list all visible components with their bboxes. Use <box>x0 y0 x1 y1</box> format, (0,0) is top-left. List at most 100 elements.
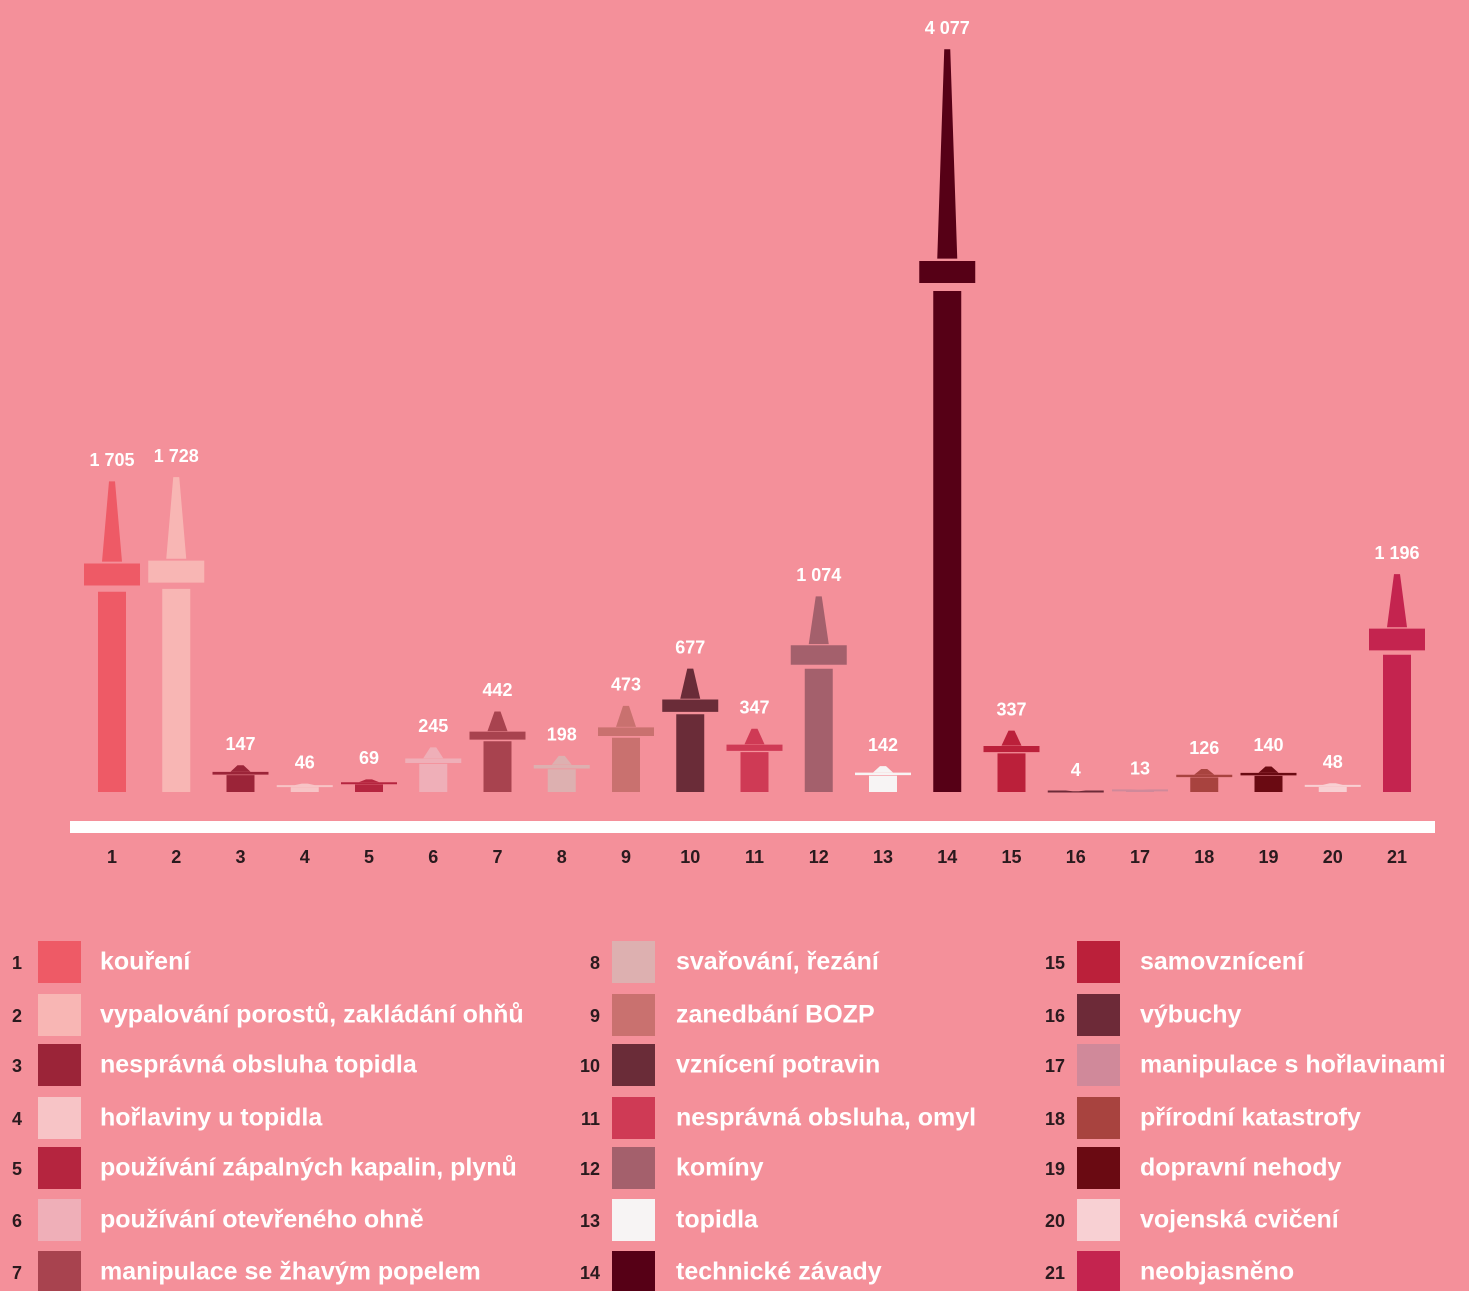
x-tick-label: 20 <box>1323 847 1343 867</box>
legend-label: zanedbání BOZP <box>676 1001 875 1029</box>
legend-number: 20 <box>1045 1211 1065 1231</box>
value-label: 1 196 <box>1374 543 1419 563</box>
legend-label: komíny <box>676 1154 764 1182</box>
legend-label: nesprávná obsluha topidla <box>100 1051 418 1079</box>
legend-number: 10 <box>580 1056 600 1076</box>
legend-label: výbuchy <box>1140 1001 1242 1029</box>
bar <box>919 49 975 792</box>
legend-label: kouření <box>100 948 191 976</box>
legend-swatch <box>38 1097 81 1139</box>
bar <box>791 596 847 792</box>
legend-number: 1 <box>12 953 22 973</box>
x-tick-label: 19 <box>1258 847 1278 867</box>
legend-number: 17 <box>1045 1056 1065 1076</box>
legend-label: vznícení potravin <box>676 1051 880 1079</box>
legend-number: 6 <box>12 1211 22 1231</box>
x-tick-label: 15 <box>1001 847 1021 867</box>
bar <box>1112 789 1168 792</box>
legend-swatch <box>38 1044 81 1086</box>
bar <box>1305 783 1361 792</box>
value-label: 69 <box>359 748 379 768</box>
legend-swatch <box>612 1044 655 1086</box>
bar <box>1176 769 1232 792</box>
value-label: 1 705 <box>89 450 134 470</box>
value-label: 46 <box>295 752 315 772</box>
bar <box>727 729 783 792</box>
legend-swatch <box>1077 1147 1120 1189</box>
value-label: 245 <box>418 716 448 736</box>
legend-number: 5 <box>12 1159 22 1179</box>
legend-label: technické závady <box>676 1258 882 1286</box>
value-label: 1 074 <box>796 565 841 585</box>
legend-swatch <box>38 1251 81 1291</box>
legend-swatch <box>612 994 655 1036</box>
value-label: 473 <box>611 675 641 695</box>
legend-number: 8 <box>590 953 600 973</box>
legend-swatch <box>612 1097 655 1139</box>
legend-label: přírodní katastrofy <box>1140 1104 1361 1132</box>
baseline-bar <box>70 821 1435 833</box>
legend-number: 11 <box>581 1109 600 1129</box>
bar <box>277 784 333 792</box>
legend-label: hořlaviny u topidla <box>100 1104 323 1132</box>
bar <box>984 731 1040 792</box>
value-label: 337 <box>996 699 1026 719</box>
bar <box>855 766 911 792</box>
x-tick-label: 8 <box>557 847 567 867</box>
legend-number: 13 <box>580 1211 600 1231</box>
bar <box>341 779 397 792</box>
legend-number: 2 <box>12 1006 22 1026</box>
x-tick-label: 2 <box>171 847 181 867</box>
value-label: 126 <box>1189 738 1219 758</box>
legend-swatch <box>1077 1199 1120 1241</box>
legend-swatch <box>1077 1044 1120 1086</box>
legend-swatch <box>612 1147 655 1189</box>
legend-swatch <box>38 1199 81 1241</box>
legend-label: vojenská cvičení <box>1140 1206 1340 1234</box>
chart: 1 70511 72821473464695245644271988473967… <box>0 0 1469 1291</box>
value-label: 4 <box>1071 760 1081 780</box>
legend-number: 14 <box>580 1263 600 1283</box>
legend-label: používání otevřeného ohně <box>100 1206 424 1234</box>
legend-label: manipulace se žhavým popelem <box>100 1258 481 1286</box>
legend-number: 12 <box>580 1159 600 1179</box>
legend-label: topidla <box>676 1206 759 1234</box>
x-tick-label: 13 <box>873 847 893 867</box>
legend-number: 3 <box>12 1056 22 1076</box>
legend-label: svařování, řezání <box>676 948 880 976</box>
x-tick-label: 16 <box>1066 847 1086 867</box>
value-label: 48 <box>1323 752 1343 772</box>
bar <box>148 477 204 792</box>
value-label: 442 <box>482 680 512 700</box>
legend-number: 21 <box>1045 1263 1065 1283</box>
legend-swatch <box>1077 994 1120 1036</box>
value-label: 147 <box>225 734 255 754</box>
legend-number: 9 <box>590 1006 600 1026</box>
legend-swatch <box>38 941 81 983</box>
value-label: 140 <box>1253 735 1283 755</box>
legend-swatch <box>612 1251 655 1291</box>
legend-label: používání zápalných kapalin, plynů <box>100 1154 517 1182</box>
legend-swatch <box>612 941 655 983</box>
legend-label: manipulace s hořlavinami <box>1140 1051 1446 1079</box>
legend-label: nesprávná obsluha, omyl <box>676 1104 976 1132</box>
bar <box>405 747 461 792</box>
value-label: 198 <box>547 725 577 745</box>
x-tick-label: 14 <box>937 847 957 867</box>
bar <box>1369 574 1425 792</box>
legend-swatch <box>1077 1251 1120 1291</box>
legend-label: neobjasněno <box>1140 1258 1294 1286</box>
legend-label: samovznícení <box>1140 948 1305 976</box>
bar <box>598 706 654 792</box>
legend-number: 18 <box>1045 1109 1065 1129</box>
value-label: 13 <box>1130 758 1150 778</box>
legend-swatch <box>1077 1097 1120 1139</box>
value-label: 677 <box>675 637 705 657</box>
bar <box>1048 790 1104 792</box>
x-tick-label: 3 <box>235 847 245 867</box>
x-tick-label: 6 <box>428 847 438 867</box>
x-tick-label: 9 <box>621 847 631 867</box>
value-label: 4 077 <box>925 18 970 38</box>
x-tick-label: 18 <box>1194 847 1214 867</box>
bar <box>84 481 140 792</box>
